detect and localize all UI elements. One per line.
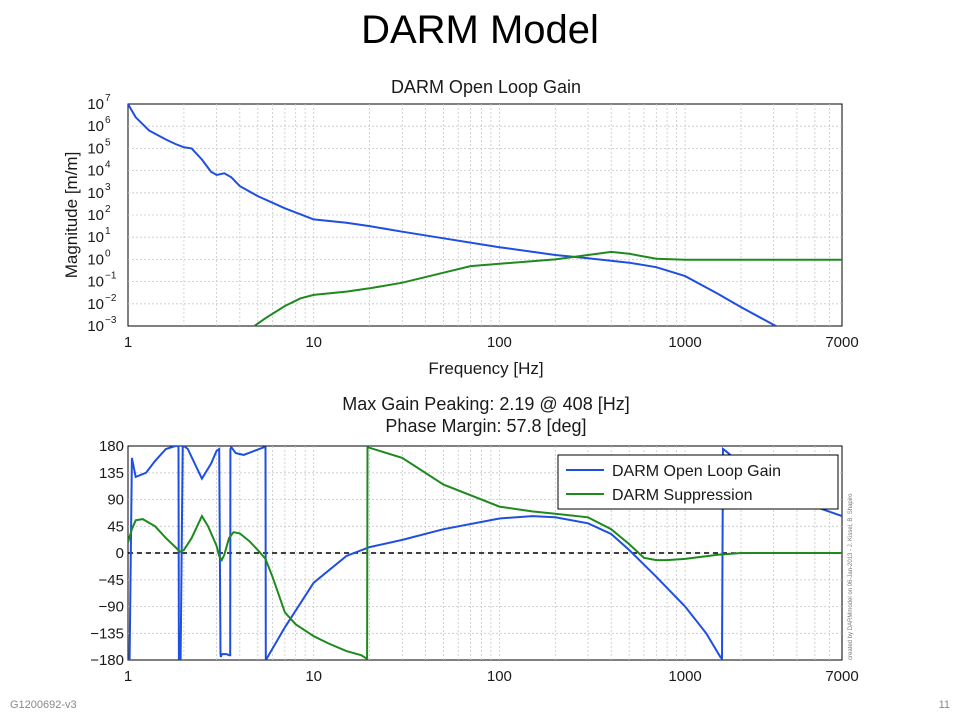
y-tick-label: 45 — [107, 518, 124, 535]
y-tick-exponent: 2 — [105, 204, 111, 215]
x-tick-label: 10 — [305, 668, 322, 685]
magnitude-y-axis-label: Magnitude [m/m] — [62, 152, 81, 279]
y-tick-label: 10 — [87, 296, 104, 313]
slide-title: DARM Model — [361, 8, 599, 52]
y-tick-label: 10 — [87, 251, 104, 268]
phase-legend: DARM Open Loop Gain DARM Suppression — [557, 454, 839, 510]
phase-chart: Max Gain Peaking: 2.19 @ 408 [Hz] Phase … — [90, 394, 858, 685]
x-tick-label: 10 — [305, 334, 322, 351]
y-tick-exponent: 3 — [105, 182, 111, 193]
y-tick-exponent: 4 — [105, 160, 111, 171]
y-tick-exponent: 5 — [105, 137, 111, 148]
y-tick-label: 0 — [116, 545, 124, 562]
x-tick-label: 7000 — [825, 334, 858, 351]
legend-label-open-loop: DARM Open Loop Gain — [612, 463, 781, 480]
phase-grid — [128, 446, 842, 660]
y-tick-exponent: 7 — [105, 93, 111, 104]
y-tick-exponent: 0 — [105, 248, 111, 259]
x-tick-label: 1 — [124, 668, 132, 685]
series-suppression-phase — [128, 446, 842, 660]
phase-x-ticks: 1 10 100 1000 7000 — [124, 668, 859, 685]
y-tick-label: −45 — [99, 572, 124, 589]
y-tick-label: 10 — [87, 207, 104, 224]
y-tick-label: 10 — [87, 140, 104, 157]
magnitude-chart: DARM Open Loop Gain 1 10 100 1000 7000 10 710… — [62, 77, 859, 378]
y-tick-label: 10 — [87, 118, 104, 135]
y-tick-label: 10 — [87, 185, 104, 202]
x-tick-label: 1000 — [668, 668, 701, 685]
y-tick-label: 10 — [87, 163, 104, 180]
magnitude-x-axis-label: Frequency [Hz] — [428, 359, 543, 378]
phase-chart-title: Max Gain Peaking: 2.19 @ 408 [Hz] — [342, 394, 629, 414]
phase-chart-subtitle: Phase Margin: 57.8 [deg] — [385, 416, 586, 436]
x-tick-label: 7000 — [825, 668, 858, 685]
y-tick-exponent: −2 — [105, 293, 117, 304]
y-tick-label: −90 — [99, 599, 124, 616]
y-tick-label: 135 — [99, 465, 124, 482]
y-tick-label: 10 — [87, 318, 104, 335]
series-open-loop-magnitude — [128, 104, 779, 326]
x-tick-label: 100 — [487, 668, 512, 685]
y-tick-exponent: 6 — [105, 115, 111, 126]
y-tick-exponent: 1 — [105, 226, 111, 237]
x-tick-label: 100 — [487, 334, 512, 351]
legend-label-suppression: DARM Suppression — [612, 487, 753, 504]
y-tick-label: 10 — [87, 229, 104, 246]
y-tick-exponent: −1 — [105, 271, 117, 282]
phase-y-ticks: 180 135 90 45 0 −45 −90 −135 −180 — [90, 438, 124, 669]
x-tick-label: 1 — [124, 334, 132, 351]
magnitude-lines — [128, 104, 842, 326]
y-tick-label: 90 — [107, 492, 124, 509]
document-id: G1200692-v3 — [10, 699, 77, 711]
y-tick-label: −135 — [90, 625, 124, 642]
y-tick-label: 10 — [87, 274, 104, 291]
legend-box — [557, 454, 839, 510]
y-tick-exponent: −3 — [105, 315, 117, 326]
y-tick-label: 10 — [87, 96, 104, 113]
series-suppression-magnitude — [252, 250, 842, 326]
y-tick-label: −180 — [90, 652, 124, 669]
magnitude-x-ticks: 1 10 100 1000 7000 — [124, 334, 859, 351]
page-number: 11 — [938, 699, 950, 711]
phase-lines — [128, 446, 842, 660]
series-open-loop-phase — [128, 446, 842, 660]
y-tick-label: 180 — [99, 438, 124, 455]
x-tick-label: 1000 — [668, 334, 701, 351]
watermark-credit: created by DARMmodel on 06-Jan-2013 - J.… — [848, 493, 854, 660]
magnitude-chart-title: DARM Open Loop Gain — [391, 77, 581, 97]
